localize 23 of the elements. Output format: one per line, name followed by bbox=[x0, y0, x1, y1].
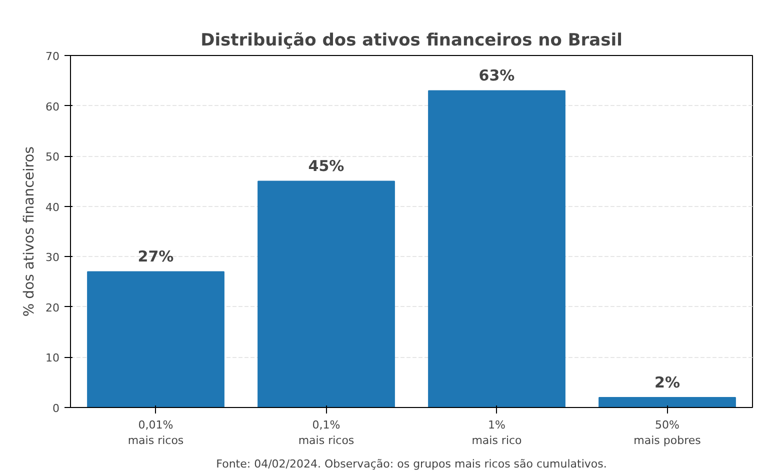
x-tick-label: 50% mais pobres bbox=[634, 418, 702, 448]
y-axis-title: % dos ativos financeiros bbox=[22, 146, 38, 317]
data-label: 63% bbox=[478, 66, 515, 85]
x-tick-label: 1% mais rico bbox=[472, 418, 522, 448]
y-tick-label: 60 bbox=[46, 100, 60, 114]
y-tick-label: 70 bbox=[46, 50, 60, 63]
y-tick-label: 40 bbox=[46, 200, 60, 214]
data-label: 2% bbox=[654, 373, 680, 392]
y-tick-label: 30 bbox=[46, 251, 60, 264]
bar bbox=[598, 396, 736, 408]
y-tick-label: 20 bbox=[46, 301, 60, 314]
data-label: 45% bbox=[308, 157, 344, 176]
y-tick-label: 50 bbox=[46, 150, 60, 164]
x-tick-label: 0,01% mais ricos bbox=[128, 418, 184, 448]
y-tick-label: 10 bbox=[46, 352, 60, 365]
bar bbox=[428, 90, 566, 408]
y-tick-label: 0 bbox=[52, 402, 60, 415]
chart-title: Distribuição dos ativos financeiros no Brasil bbox=[200, 30, 622, 50]
source-note: Fonte: 04/02/2024. Observação: os grupos mais ricos são cumulativos. bbox=[216, 458, 607, 470]
bar bbox=[87, 271, 224, 408]
x-tick-label: 0,1% mais ricos bbox=[298, 418, 354, 448]
data-label: 27% bbox=[138, 248, 174, 266]
bar bbox=[258, 180, 395, 408]
